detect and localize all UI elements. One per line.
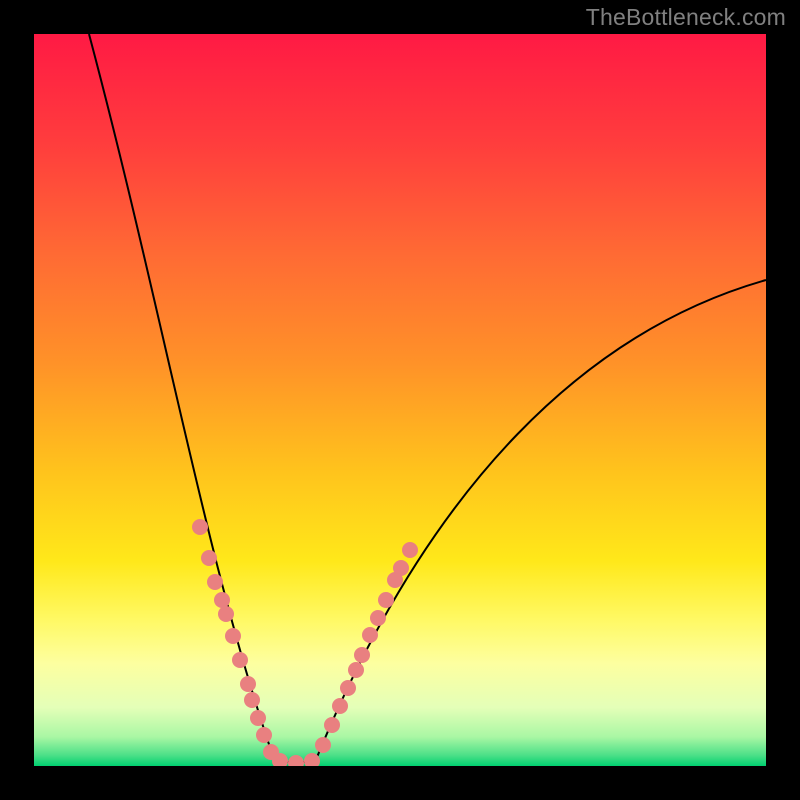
marker-dot	[362, 627, 378, 643]
frame-mask	[0, 34, 34, 766]
marker-dot	[201, 550, 217, 566]
marker-dot	[240, 676, 256, 692]
frame-mask	[0, 766, 800, 800]
marker-dot	[250, 710, 266, 726]
frame-mask	[766, 34, 800, 766]
marker-dot	[393, 560, 409, 576]
marker-dot	[225, 628, 241, 644]
marker-dot	[256, 727, 272, 743]
curve-line	[89, 34, 766, 762]
marker-dot	[348, 662, 364, 678]
marker-dot	[370, 610, 386, 626]
marker-group	[192, 519, 418, 771]
marker-dot	[192, 519, 208, 535]
marker-dot	[402, 542, 418, 558]
marker-dot	[332, 698, 348, 714]
marker-dot	[378, 592, 394, 608]
marker-dot	[340, 680, 356, 696]
marker-dot	[207, 574, 223, 590]
marker-dot	[324, 717, 340, 733]
watermark-text: TheBottleneck.com	[586, 4, 786, 31]
marker-dot	[315, 737, 331, 753]
chart-container: TheBottleneck.com	[0, 0, 800, 800]
marker-dot	[218, 606, 234, 622]
marker-dot	[214, 592, 230, 608]
marker-dot	[354, 647, 370, 663]
marker-dot	[232, 652, 248, 668]
marker-dot	[244, 692, 260, 708]
chart-svg	[0, 0, 800, 800]
